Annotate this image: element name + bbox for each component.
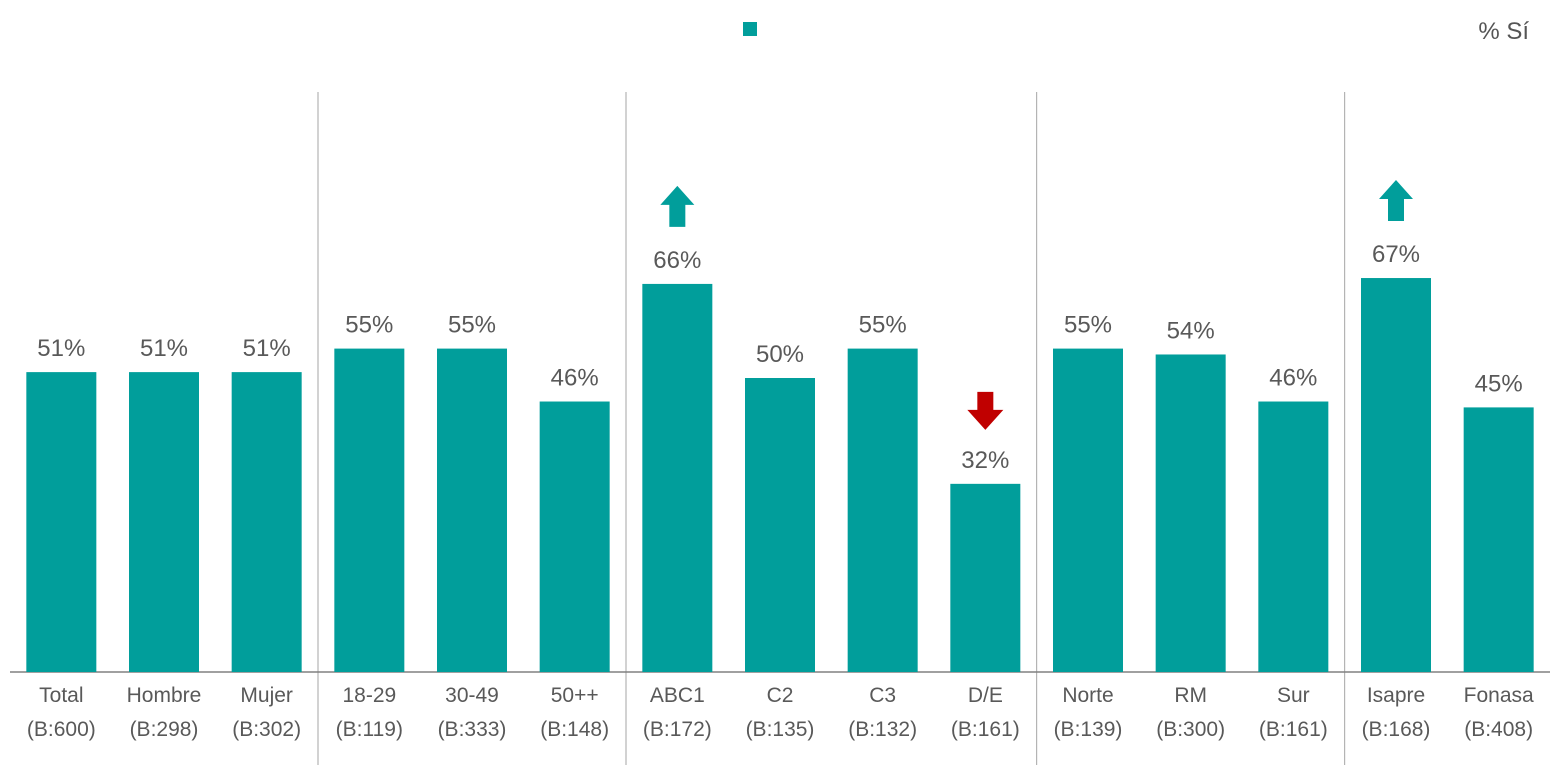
data-label: 50% [756,341,804,368]
base-label: (B:161) [951,718,1020,741]
bar-abc1 [642,283,713,672]
bar-mujer [231,372,302,672]
bar-isapre [1361,278,1431,672]
data-label: 55% [448,312,496,339]
category-label: Mujer [240,684,293,707]
significance-up-arrow-icon [1379,180,1413,222]
base-label: (B:333) [438,718,507,741]
data-label: 55% [859,312,907,339]
base-label: (B:302) [232,718,301,741]
significance-down-arrow-icon [967,391,1004,430]
base-label: (B:298) [130,718,199,741]
bar-rm [1155,354,1226,672]
bar-18-29 [334,348,405,672]
base-label: (B:600) [27,718,96,741]
legend-label: % Sí [1478,18,1529,45]
base-label: (B:132) [848,718,917,741]
category-label: Total [39,684,83,707]
base-label: (B:161) [1259,718,1328,741]
category-label: RM [1174,684,1207,707]
bar-norte [1053,348,1123,672]
base-label: (B:408) [1464,718,1533,741]
data-label: 54% [1167,317,1215,344]
category-label: Norte [1062,684,1113,707]
data-label: 46% [1269,365,1317,392]
base-label: (B:119) [336,718,403,741]
category-label: D/E [968,684,1003,707]
category-label: Hombre [127,684,202,707]
data-label: 51% [37,335,85,362]
base-label: (B:172) [643,718,712,741]
base-label: (B:135) [746,718,815,741]
significance-up-arrow-icon [660,185,695,227]
category-label: ABC1 [650,684,705,707]
data-label: 51% [243,335,291,362]
bar-total [26,372,97,672]
bar-hombre [129,372,199,672]
category-label: 30-49 [445,684,499,707]
data-label: 55% [1064,312,1112,339]
category-label: Fonasa [1464,684,1534,707]
base-label: (B:300) [1156,718,1225,741]
bar-c2 [745,378,815,672]
base-label: (B:168) [1362,718,1431,741]
data-label: 67% [1372,241,1420,268]
legend-swatch [743,22,757,36]
data-label: 55% [345,312,393,339]
data-label: 46% [551,365,599,392]
category-label: C3 [869,684,896,707]
base-label: (B:139) [1054,718,1123,741]
category-label: Isapre [1367,684,1425,707]
bar-sur [1258,401,1329,672]
category-label: 18-29 [342,684,396,707]
data-label: 32% [961,447,1009,474]
base-label: (B:148) [540,718,609,741]
data-label: 66% [653,247,701,274]
category-label: Sur [1277,684,1310,707]
bar-50- [539,401,610,672]
bar-c3 [847,348,918,672]
category-label: C2 [767,684,794,707]
bar-30-49 [437,348,507,672]
data-label: 45% [1475,370,1523,397]
data-label: 51% [140,335,188,362]
bar-d-e [950,483,1021,672]
category-label: 50++ [551,684,599,707]
bar-fonasa [1463,407,1534,672]
